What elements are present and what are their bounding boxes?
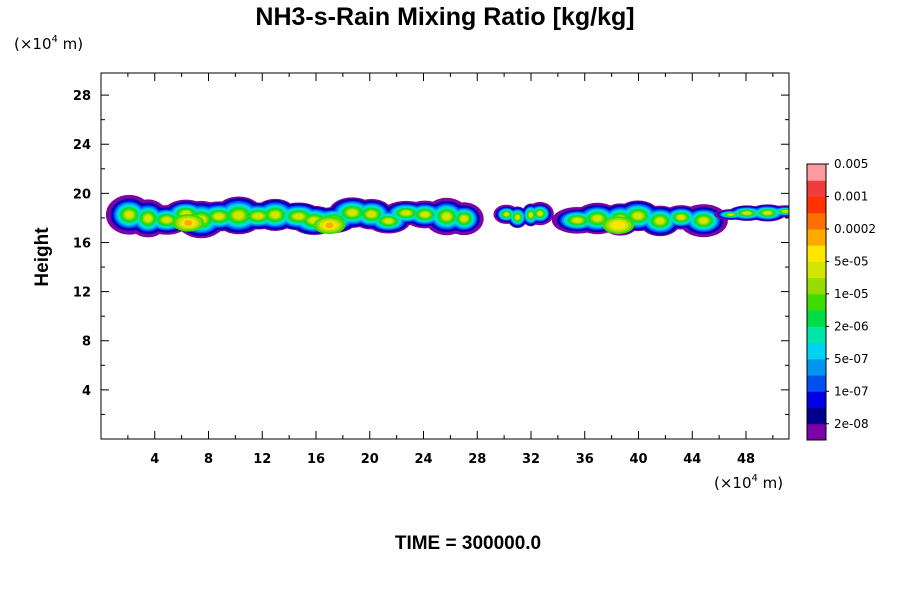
- colorbar-swatch: [807, 245, 826, 262]
- colorbar-swatch: [807, 326, 826, 344]
- x-tick-label: 28: [468, 452, 486, 467]
- colorbar-swatch: [807, 423, 826, 441]
- x-tick-label: 36: [576, 452, 594, 467]
- colorbar-frame: [806, 163, 827, 441]
- contour-cell: [537, 211, 543, 216]
- chart-title: NH3-s-Rain Mixing Ratio [kg/kg]: [255, 3, 634, 31]
- colorbar-label: 0.0002: [834, 222, 876, 236]
- colorbar-label: 5e-07: [834, 352, 869, 366]
- contour-cell: [270, 211, 280, 219]
- colorbar-swatch: [807, 342, 826, 360]
- y-tick-label: 28: [73, 89, 91, 104]
- colorbar-label: 2e-06: [834, 319, 869, 333]
- colorbar-swatch: [807, 212, 826, 230]
- contour-cell: [293, 213, 304, 220]
- colorbar-label: 1e-07: [834, 384, 869, 398]
- contour-cell: [699, 217, 709, 224]
- contour-cell: [763, 211, 772, 215]
- x-tick-label: 24: [414, 452, 432, 467]
- contour-cell: [401, 210, 411, 216]
- x-tick-label: 8: [204, 452, 213, 467]
- colorbar-label: 5e-05: [834, 254, 869, 268]
- y-unit-label: (×104 m): [14, 34, 83, 53]
- contour-cell: [253, 213, 264, 219]
- contour-cell: [528, 212, 533, 218]
- x-tick-label: 40: [629, 452, 647, 467]
- colorbar-swatch: [807, 375, 826, 392]
- contour-cell: [347, 209, 358, 216]
- x-tick-label: 12: [253, 452, 271, 467]
- y-tick-label: 24: [73, 138, 91, 153]
- contour-cell: [743, 211, 751, 215]
- colorbar-swatch: [807, 180, 826, 197]
- x-tick-label: 44: [683, 452, 701, 467]
- colorbar-swatch: [807, 310, 826, 327]
- contour-cell: [124, 211, 134, 219]
- colorbar-label: 0.001: [834, 189, 868, 203]
- y-tick-label: 16: [73, 236, 91, 251]
- time-annotation: TIME = 300000.0: [395, 533, 541, 554]
- colorbar-swatch: [807, 196, 826, 214]
- colorbar-swatch: [807, 293, 826, 311]
- contour-cell: [633, 212, 643, 220]
- x-tick-label: 20: [361, 452, 379, 467]
- colorbar-swatch: [807, 164, 826, 181]
- colorbar-swatch: [807, 261, 826, 279]
- x-tick-label: 32: [522, 452, 540, 467]
- y-tick-label: 12: [73, 286, 91, 301]
- x-tick-label: 16: [307, 452, 325, 467]
- contour-cell: [214, 213, 224, 220]
- contour-cell: [677, 214, 686, 220]
- contour-cell: [144, 214, 152, 222]
- contour-cell: [233, 211, 244, 220]
- colorbar-swatch: [807, 391, 826, 409]
- plot-frame: [100, 72, 790, 440]
- contour-cell: [384, 218, 393, 224]
- contour-cell: [655, 217, 665, 225]
- contour-cell: [592, 215, 603, 222]
- y-tick-label: 4: [82, 384, 91, 399]
- contour-core: [184, 219, 193, 226]
- colorbar-swatch: [807, 358, 826, 376]
- x-tick-label: 4: [150, 452, 159, 467]
- contour-cell: [727, 213, 734, 216]
- contour-cell: [572, 217, 583, 223]
- colorbar-swatch: [807, 228, 826, 246]
- contour-cell: [460, 215, 468, 222]
- contour-cell: [782, 210, 789, 213]
- contour-cell: [504, 212, 509, 217]
- contour-core: [611, 221, 626, 230]
- y-tick-label: 8: [82, 335, 91, 350]
- colorbar-swatch: [807, 407, 826, 425]
- contour-cell: [420, 211, 430, 218]
- colorbar-label: 1e-05: [834, 287, 869, 301]
- x-tick-label: 48: [737, 452, 755, 467]
- x-unit-label: (×104 m): [714, 473, 783, 492]
- contour-cell: [515, 215, 520, 220]
- colorbar-label: 0.005: [834, 157, 868, 171]
- contour-core: [325, 222, 334, 229]
- y-axis-label: Height: [32, 227, 53, 287]
- contour-field: [105, 194, 789, 239]
- colorbar: 2e-08 1e-07 5e-07 2e-06 1e-05 5e-05 0.0002 0.00…: [806, 157, 876, 441]
- y-tick-label: 20: [73, 187, 91, 202]
- contour-cell: [367, 211, 376, 218]
- colorbar-swatch: [807, 277, 826, 295]
- colorbar-label: 2e-08: [834, 417, 869, 431]
- contour-cell: [162, 217, 172, 223]
- contour-cell: [442, 212, 451, 220]
